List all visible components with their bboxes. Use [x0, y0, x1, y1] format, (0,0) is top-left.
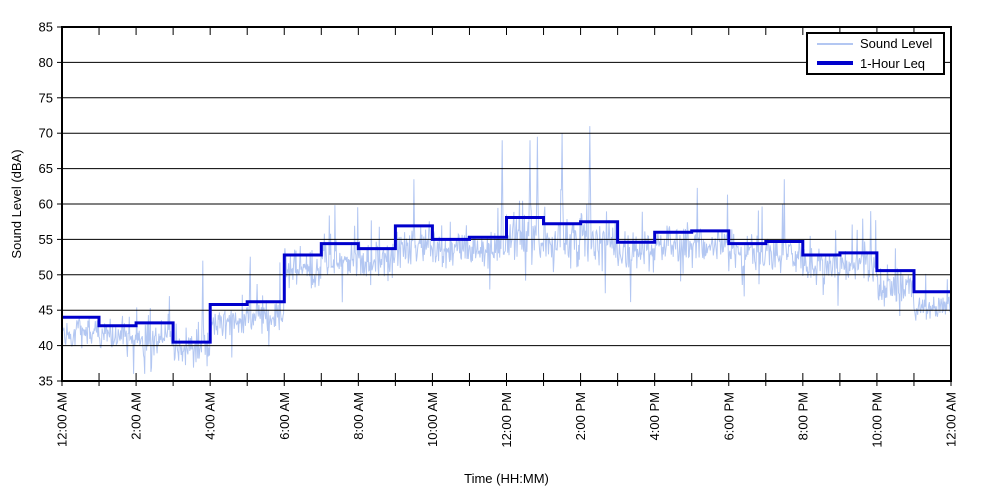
y-tick-labels: 35 40 45 50 55 60 65 70 75 80 85: [39, 20, 53, 389]
svg-text:50: 50: [39, 267, 53, 282]
gridlines: [62, 61, 951, 347]
legend: Sound Level 1-Hour Leq: [806, 32, 945, 75]
legend-label-leq: 1-Hour Leq: [860, 55, 926, 71]
legend-item-leq: 1-Hour Leq: [808, 54, 943, 73]
one-hour-leq-series: [62, 216, 951, 344]
leq-line-swatch: [817, 61, 853, 66]
svg-text:60: 60: [39, 197, 53, 212]
svg-text:85: 85: [39, 20, 53, 35]
svg-text:10:00 PM: 10:00 PM: [869, 392, 884, 448]
svg-text:6:00 AM: 6:00 AM: [277, 392, 292, 440]
svg-text:12:00 AM: 12:00 AM: [55, 392, 70, 447]
svg-text:65: 65: [39, 161, 53, 176]
svg-text:45: 45: [39, 303, 53, 318]
svg-text:80: 80: [39, 55, 53, 70]
svg-text:70: 70: [39, 126, 53, 141]
svg-text:8:00 PM: 8:00 PM: [795, 392, 810, 440]
y-axis-title: Sound Level (dBA): [9, 149, 24, 259]
svg-text:12:00 PM: 12:00 PM: [499, 392, 514, 448]
svg-text:4:00 PM: 4:00 PM: [647, 392, 662, 440]
legend-label-sound-level: Sound Level: [860, 36, 933, 52]
svg-text:4:00 AM: 4:00 AM: [203, 392, 218, 440]
svg-text:10:00 AM: 10:00 AM: [425, 392, 440, 447]
svg-text:35: 35: [39, 374, 53, 389]
svg-text:75: 75: [39, 90, 53, 105]
x-axis-title: Time (HH:MM): [464, 471, 549, 486]
svg-text:12:00 AM: 12:00 AM: [944, 392, 959, 447]
svg-text:6:00 PM: 6:00 PM: [721, 392, 736, 440]
svg-text:8:00 AM: 8:00 AM: [351, 392, 366, 440]
svg-text:55: 55: [39, 232, 53, 247]
sound-level-line-swatch: [817, 42, 853, 45]
sound-level-series: [61, 126, 951, 374]
svg-text:2:00 PM: 2:00 PM: [573, 392, 588, 440]
svg-text:40: 40: [39, 338, 53, 353]
x-tick-labels: 12:00 AM 2:00 AM 4:00 AM 6:00 AM 8:00 AM 10:0…: [55, 392, 959, 448]
legend-item-sound-level: Sound Level: [808, 34, 943, 53]
svg-text:2:00 AM: 2:00 AM: [129, 392, 144, 440]
axis-ticks: [57, 26, 952, 386]
